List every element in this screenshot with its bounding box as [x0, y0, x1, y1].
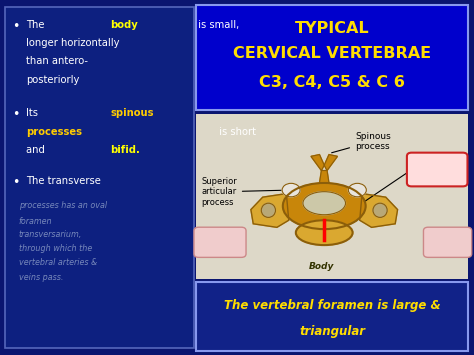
Text: longer horizontally: longer horizontally [26, 38, 119, 48]
Text: Transverse
foramen: Transverse foramen [200, 233, 241, 252]
FancyBboxPatch shape [423, 227, 472, 257]
Text: Spinous
process: Spinous process [332, 132, 391, 153]
Text: processes has an oval: processes has an oval [19, 201, 107, 209]
Polygon shape [311, 154, 324, 170]
Text: Body: Body [309, 262, 335, 271]
FancyBboxPatch shape [407, 153, 467, 186]
Ellipse shape [303, 192, 346, 215]
Text: •: • [12, 108, 19, 121]
Text: C3, C4, C5 & C 6: C3, C4, C5 & C 6 [259, 75, 405, 89]
Text: Vertebral
foramen: Vertebral foramen [418, 160, 456, 179]
Text: Its: Its [26, 108, 41, 118]
Ellipse shape [373, 203, 387, 217]
Text: Superior
articular
process: Superior articular process [201, 177, 288, 207]
Text: transversarium,: transversarium, [19, 230, 82, 239]
Polygon shape [251, 193, 289, 227]
Text: body: body [110, 20, 138, 29]
Text: CERVICAL VERTEBRAE: CERVICAL VERTEBRAE [233, 46, 431, 61]
Polygon shape [360, 193, 398, 227]
Text: veins pass.: veins pass. [19, 273, 64, 282]
Ellipse shape [296, 220, 353, 245]
Text: The vertebral foramen is large &: The vertebral foramen is large & [224, 299, 441, 312]
Text: foramen: foramen [19, 217, 53, 225]
Polygon shape [319, 170, 329, 183]
FancyBboxPatch shape [194, 227, 246, 257]
Text: The transverse: The transverse [26, 176, 101, 186]
Text: through which the: through which the [19, 244, 92, 253]
Text: is short: is short [216, 127, 256, 137]
FancyBboxPatch shape [196, 114, 468, 279]
Text: processes: processes [26, 127, 82, 137]
Text: TYPICAL: TYPICAL [295, 21, 370, 36]
Text: bifid.: bifid. [110, 145, 140, 155]
FancyBboxPatch shape [196, 5, 468, 110]
Text: Transverse
process: Transverse process [427, 233, 468, 252]
Text: The: The [26, 20, 48, 29]
Text: •: • [12, 176, 19, 189]
Ellipse shape [283, 183, 365, 229]
FancyBboxPatch shape [196, 282, 468, 351]
Text: and: and [26, 145, 48, 155]
Text: is small,: is small, [195, 20, 239, 29]
Polygon shape [324, 154, 337, 170]
Text: than antero-: than antero- [26, 56, 88, 66]
Text: vertebral arteries &: vertebral arteries & [19, 258, 97, 267]
Ellipse shape [282, 183, 300, 197]
FancyBboxPatch shape [5, 7, 194, 348]
Text: spinous: spinous [110, 108, 154, 118]
Ellipse shape [348, 183, 366, 197]
Ellipse shape [261, 203, 275, 217]
Text: triangular: triangular [300, 326, 365, 338]
Text: posteriorly: posteriorly [26, 75, 80, 85]
Text: •: • [12, 20, 19, 33]
